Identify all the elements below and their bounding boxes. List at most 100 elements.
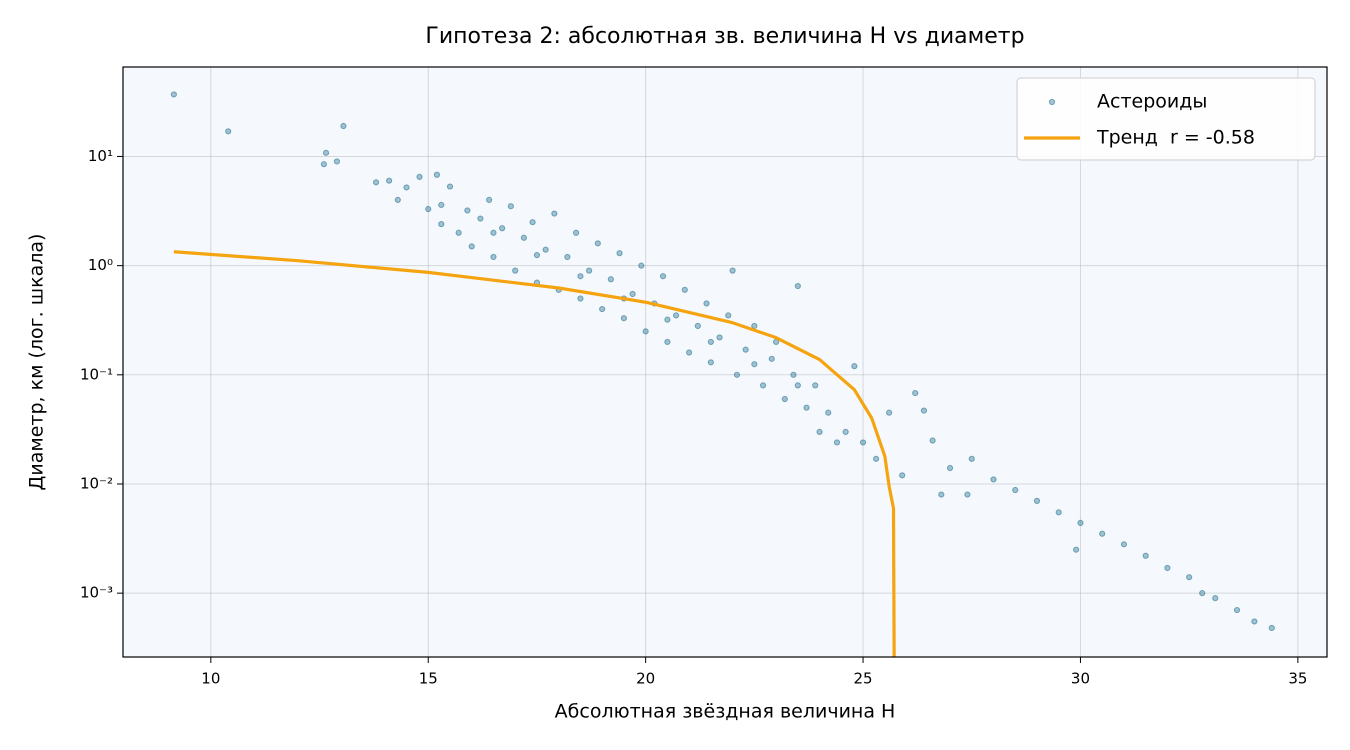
point — [529, 219, 536, 226]
legend-box — [1016, 77, 1316, 161]
x-tick-label: 25 — [854, 670, 873, 688]
point — [438, 201, 445, 209]
point — [899, 472, 906, 479]
point — [1073, 546, 1080, 553]
y-axis-label: Диаметр, км (лог. шкала) — [26, 234, 48, 491]
point — [733, 371, 741, 378]
point — [759, 382, 767, 389]
point — [572, 229, 580, 236]
point — [751, 361, 758, 368]
point — [520, 234, 527, 241]
point — [664, 338, 671, 346]
point — [781, 395, 788, 403]
point — [725, 312, 732, 319]
x-axis-label: Абсолютная звёздная величина H — [555, 701, 896, 723]
point — [438, 221, 445, 228]
trend-line — [173, 250, 896, 657]
x-tick-label: 15 — [419, 670, 438, 688]
point — [1012, 486, 1019, 494]
point — [703, 300, 710, 307]
point — [464, 207, 471, 214]
point — [577, 273, 584, 280]
point — [372, 179, 380, 186]
point — [1199, 590, 1206, 597]
plot-area — [123, 67, 1327, 657]
point — [686, 349, 693, 356]
point — [929, 437, 936, 444]
point — [394, 196, 401, 204]
point — [416, 173, 423, 180]
point — [1212, 595, 1219, 602]
point — [768, 355, 775, 362]
point — [490, 229, 497, 236]
point — [594, 240, 601, 247]
point — [794, 282, 801, 290]
point — [225, 128, 232, 135]
y-tick-label: 10⁰ — [88, 256, 113, 274]
point — [794, 382, 801, 389]
x-tick-label: 30 — [1071, 670, 1090, 688]
point — [707, 338, 714, 346]
point — [468, 243, 475, 250]
y-tick-label: 10⁻³ — [80, 584, 113, 602]
point — [812, 382, 819, 389]
point — [170, 91, 177, 98]
point — [533, 251, 541, 259]
point — [551, 210, 558, 217]
point — [1120, 541, 1128, 548]
point — [681, 286, 688, 293]
point — [642, 328, 649, 335]
point — [664, 316, 671, 323]
point — [920, 407, 928, 414]
point — [512, 267, 519, 274]
point — [333, 158, 341, 165]
point — [386, 177, 393, 184]
point — [672, 312, 680, 319]
point — [340, 122, 347, 130]
point — [716, 334, 723, 341]
y-tick-label: 10¹ — [88, 147, 113, 165]
point — [1077, 519, 1084, 526]
point — [1268, 624, 1275, 632]
point — [486, 196, 493, 204]
point — [577, 295, 584, 302]
point — [620, 315, 628, 322]
point — [507, 203, 514, 210]
point — [564, 253, 571, 261]
legend: Астероиды Тренд r = -0.58 — [1016, 77, 1316, 161]
point — [638, 262, 645, 269]
plot-frame — [122, 66, 1328, 658]
point — [455, 229, 462, 236]
point — [842, 428, 849, 435]
point — [859, 439, 867, 446]
point — [968, 455, 975, 462]
point — [1186, 574, 1193, 581]
point — [964, 491, 971, 498]
point — [912, 389, 919, 397]
legend-marker — [1048, 98, 1056, 106]
point — [599, 305, 606, 313]
point — [477, 215, 484, 222]
point — [946, 464, 954, 472]
point — [872, 455, 880, 462]
point — [938, 491, 945, 498]
point — [1033, 497, 1041, 504]
point — [694, 322, 701, 330]
point — [825, 409, 832, 416]
point — [990, 476, 997, 483]
point — [742, 346, 749, 353]
point — [403, 184, 410, 191]
point — [659, 273, 667, 280]
point — [816, 428, 823, 435]
point — [1251, 618, 1258, 625]
point — [616, 250, 623, 257]
point — [790, 371, 797, 378]
point — [1164, 564, 1171, 572]
point — [833, 439, 841, 446]
point — [542, 246, 549, 253]
point — [446, 183, 454, 190]
point — [751, 322, 758, 330]
legend-label: Тренд r = -0.58 — [1096, 127, 1255, 149]
point — [1099, 530, 1106, 537]
